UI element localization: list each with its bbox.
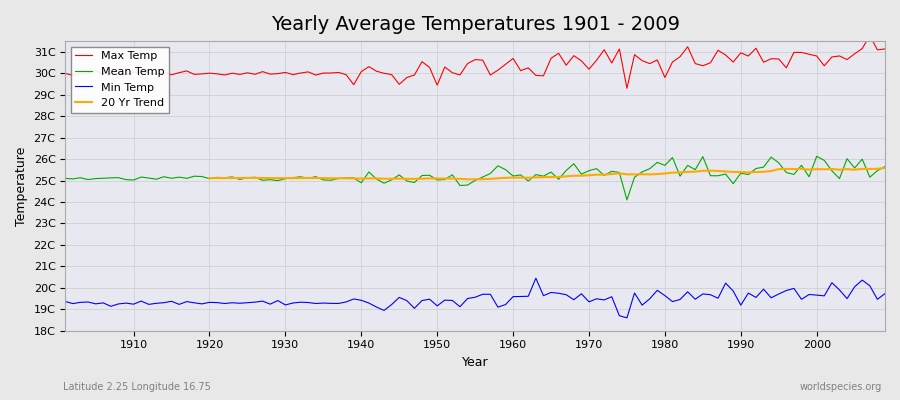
Max Temp [622,86,633,91]
Mean Temp [121,177,131,182]
Min Temp [879,291,890,296]
Max Temp [500,62,511,67]
Legend: Max Temp, Mean Temp, Min Temp, 20 Yr Trend: Max Temp, Mean Temp, Min Temp, 20 Yr Tre… [71,47,169,113]
Min Temp [60,299,71,304]
X-axis label: Year: Year [462,356,489,369]
Mean Temp [500,167,511,172]
Min Temp [607,294,617,299]
Mean Temp [508,174,518,178]
20 Yr Trend [500,176,511,180]
Min Temp [121,301,131,306]
Y-axis label: Temperature: Temperature [15,146,28,226]
Max Temp [879,46,890,51]
Mean Temp [811,154,822,159]
20 Yr Trend [879,166,890,170]
Mean Temp [622,198,633,202]
20 Yr Trend [288,176,299,180]
Min Temp [508,294,518,299]
Line: 20 Yr Trend: 20 Yr Trend [210,168,885,179]
20 Yr Trend [598,172,609,177]
Max Temp [598,47,609,52]
Title: Yearly Average Temperatures 1901 - 2009: Yearly Average Temperatures 1901 - 2009 [271,15,680,34]
Max Temp [288,72,299,77]
Min Temp [530,276,541,281]
Min Temp [500,302,511,307]
Text: worldspecies.org: worldspecies.org [800,382,882,392]
Max Temp [60,71,71,76]
Min Temp [288,300,299,305]
Line: Max Temp: Max Temp [66,36,885,88]
20 Yr Trend [508,175,518,180]
Text: Latitude 2.25 Longitude 16.75: Latitude 2.25 Longitude 16.75 [63,382,211,392]
Min Temp [333,301,344,306]
Max Temp [864,33,875,38]
Mean Temp [288,175,299,180]
20 Yr Trend [333,176,344,181]
Line: Min Temp: Min Temp [66,278,885,318]
Max Temp [121,72,131,77]
Mean Temp [333,176,344,181]
Line: Mean Temp: Mean Temp [66,156,885,200]
Max Temp [333,70,344,75]
Max Temp [508,56,518,61]
Mean Temp [598,173,609,178]
Mean Temp [60,176,71,181]
Min Temp [622,316,633,320]
Mean Temp [879,164,890,169]
